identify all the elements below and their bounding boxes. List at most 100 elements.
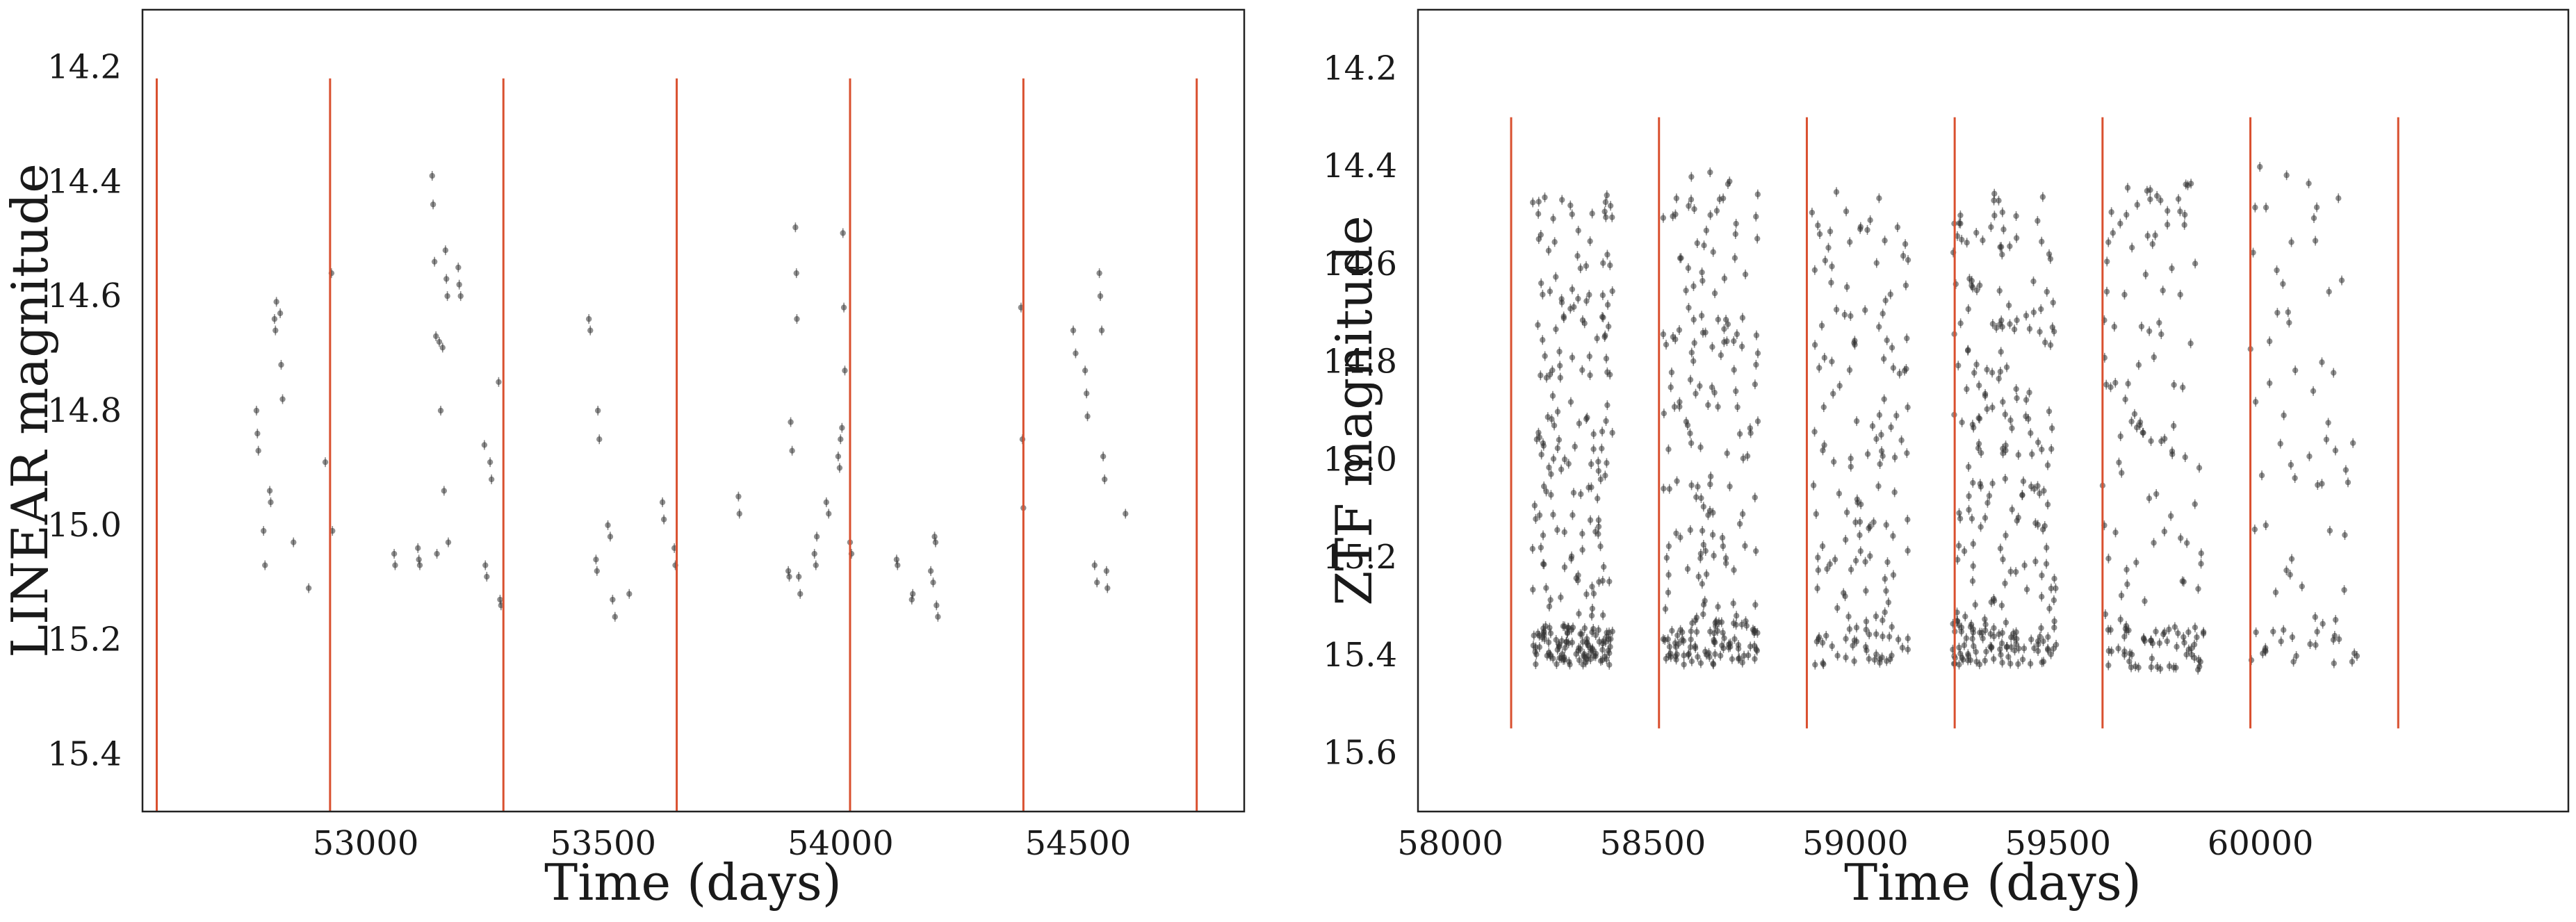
- ztf-data-point: [1982, 513, 1989, 523]
- ztf-data-point: [1548, 469, 1554, 479]
- linear-point-marker: [585, 315, 592, 322]
- ztf-point-marker: [2278, 638, 2284, 645]
- ztf-data-point: [2128, 416, 2135, 427]
- ztf-point-marker: [1536, 632, 1542, 639]
- ztf-point-marker: [1889, 345, 1896, 351]
- ztf-data-point: [1983, 646, 1989, 657]
- ztf-data-point: [1740, 453, 1747, 463]
- ztf-point-marker: [1690, 316, 1697, 323]
- linear-data-point: [836, 463, 843, 473]
- ztf-data-point: [2164, 636, 2170, 646]
- ztf-point-marker: [2158, 331, 2165, 338]
- ztf-point-marker: [1588, 612, 1595, 619]
- linear-y-tick-label: 14.8: [47, 391, 122, 430]
- ztf-data-point: [1531, 630, 1537, 641]
- ztf-data-point: [1989, 402, 1996, 413]
- ztf-point-marker: [2320, 620, 2326, 627]
- ztf-data-point: [1580, 659, 1586, 670]
- ztf-point-marker: [2314, 629, 2320, 635]
- ztf-point-marker: [2292, 475, 2298, 481]
- ztf-point-marker: [1535, 211, 1542, 217]
- ztf-data-point: [2125, 379, 2131, 389]
- linear-point-marker: [795, 573, 802, 580]
- ztf-data-point: [1595, 515, 1602, 525]
- ztf-point-marker: [1829, 359, 1835, 365]
- ztf-data-point: [2112, 377, 2119, 388]
- ztf-data-point: [1954, 616, 1961, 626]
- ztf-data-point: [1883, 586, 1889, 596]
- ztf-point-marker: [1733, 622, 1739, 628]
- ztf-data-point: [1969, 634, 1975, 644]
- ztf-point-marker: [2161, 528, 2168, 535]
- ztf-point-marker: [1975, 415, 1982, 421]
- linear-point-marker: [442, 247, 449, 254]
- linear-point-marker: [441, 488, 448, 494]
- ztf-x-ticks: 58000 58500 59000 59500 60000: [1397, 824, 2313, 863]
- ztf-data-point: [2156, 638, 2163, 648]
- ztf-data-point: [2161, 627, 2168, 638]
- ztf-data-point: [1882, 574, 1888, 584]
- ztf-point-marker: [1530, 586, 1536, 593]
- ztf-data-point: [1583, 296, 1590, 306]
- ztf-point-marker: [2187, 340, 2194, 347]
- ztf-point-marker: [1674, 478, 1680, 484]
- ztf-point-marker: [1989, 643, 1995, 650]
- ztf-data-point: [1739, 313, 1746, 323]
- linear-data-point: [1097, 291, 1104, 302]
- ztf-point-marker: [2044, 501, 2051, 508]
- ztf-data-point: [2131, 409, 2138, 419]
- ztf-point-marker: [1747, 430, 1754, 436]
- ztf-point-marker: [2117, 616, 2123, 623]
- ztf-data-point: [1701, 240, 1707, 251]
- ztf-data-point: [1695, 571, 1702, 582]
- linear-point-marker: [893, 557, 900, 563]
- ztf-point-marker: [1888, 424, 1894, 431]
- ztf-data-point: [1815, 552, 1821, 563]
- linear-data-point: [444, 291, 450, 302]
- ztf-point-marker: [1955, 543, 1962, 549]
- ztf-data-point: [2144, 231, 2151, 241]
- ztf-data-point: [1980, 633, 1986, 643]
- linear-data-point: [1073, 348, 1079, 359]
- ztf-point-marker: [1991, 633, 1997, 640]
- ztf-data-point: [1660, 329, 1667, 340]
- ztf-data-point: [2007, 566, 2014, 577]
- ztf-point-marker: [2133, 559, 2139, 566]
- ztf-data-point: [1693, 388, 1699, 399]
- ztf-data-point: [2051, 327, 2057, 337]
- ztf-point-marker: [1753, 332, 1760, 338]
- linear-point-marker: [416, 557, 422, 563]
- ztf-point-marker: [1827, 561, 1833, 568]
- ztf-data-point: [2002, 409, 2008, 420]
- linear-point-marker: [587, 327, 594, 334]
- ztf-point-marker: [1999, 629, 2005, 636]
- ztf-data-point: [1558, 297, 1565, 308]
- ztf-point-marker: [2332, 447, 2339, 454]
- ztf-point-marker: [1688, 174, 1695, 180]
- ztf-data-point: [1606, 659, 1613, 670]
- ztf-point-marker: [1880, 617, 1886, 624]
- ztf-data-point: [1720, 193, 1727, 204]
- ztf-point-marker: [1556, 643, 1563, 650]
- ztf-point-marker: [1530, 642, 1537, 649]
- ztf-point-marker: [1996, 197, 2002, 204]
- ztf-point-marker: [2039, 446, 2045, 453]
- ztf-point-marker: [1720, 543, 1727, 550]
- ztf-point-marker: [1852, 557, 1859, 564]
- ztf-data-point: [2117, 431, 2123, 441]
- ztf-data-point: [1991, 211, 1998, 221]
- ztf-point-marker: [1957, 220, 1964, 227]
- ztf-point-marker: [1701, 242, 1707, 249]
- ztf-data-point: [1668, 382, 1674, 393]
- ztf-point-marker: [2274, 309, 2281, 316]
- ztf-data-point: [2184, 538, 2190, 548]
- linear-point-marker: [736, 511, 742, 517]
- ztf-point-marker: [1880, 356, 1887, 362]
- ztf-point-marker: [1961, 642, 1968, 648]
- linear-point-marker: [431, 258, 438, 265]
- ztf-data-point: [1540, 481, 1547, 491]
- ztf-data-point: [1603, 354, 1610, 364]
- ztf-data-point: [2293, 651, 2299, 661]
- ztf-data-point: [1604, 299, 1611, 310]
- ztf-data-point: [2323, 434, 2330, 445]
